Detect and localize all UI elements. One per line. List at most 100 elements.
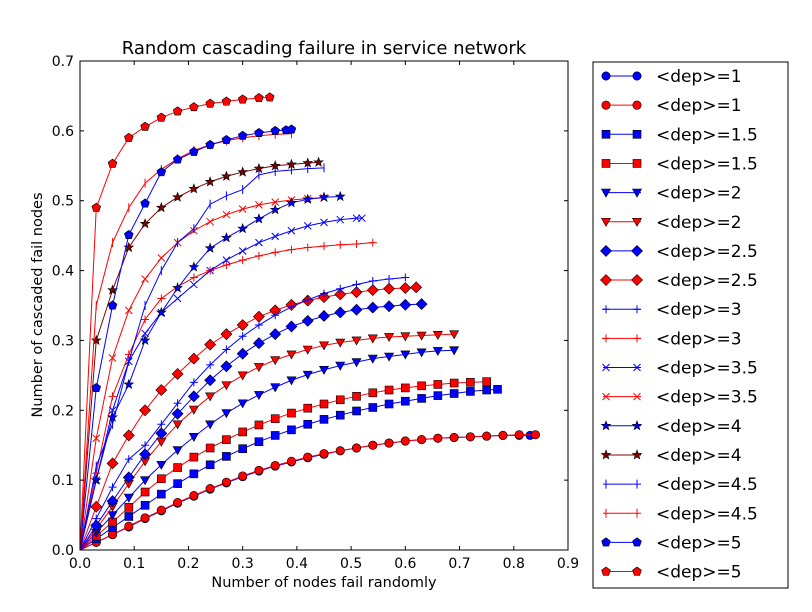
- data-point: [415, 298, 428, 311]
- data-point: [286, 350, 297, 360]
- legend-label: <dep>=2.5: [656, 242, 758, 262]
- data-point: [122, 429, 135, 442]
- legend-label: <dep>=3.5: [656, 359, 758, 379]
- data-point: [222, 260, 231, 269]
- legend-marker: [602, 305, 610, 314]
- data-point: [206, 360, 215, 369]
- data-point: [352, 406, 361, 416]
- data-point: [92, 434, 101, 443]
- data-point: [432, 347, 443, 357]
- data-point: [265, 92, 275, 102]
- data-point: [236, 319, 249, 331]
- data-point: [222, 256, 231, 264]
- legend-entry: <dep>=1.5: [601, 125, 758, 145]
- data-point: [188, 405, 199, 415]
- data-point: [285, 320, 298, 333]
- data-point: [320, 218, 328, 227]
- data-point: [271, 311, 280, 320]
- data-point: [313, 156, 324, 167]
- data-point: [189, 469, 199, 479]
- data-point: [139, 404, 151, 417]
- legend-label: <dep>=3.5: [656, 388, 758, 408]
- chart-title: Random cascading failure in service netw…: [122, 38, 527, 59]
- data-point: [237, 130, 248, 140]
- data-point: [188, 183, 200, 194]
- legend: <dep>=1 <dep>=1 <dep>=1.5 <dep>=1.5 <dep>=2 <…: [592, 61, 789, 589]
- data-point: [351, 336, 362, 346]
- y-tick-label: 0.7: [52, 54, 74, 70]
- data-point: [253, 391, 264, 401]
- data-point: [221, 134, 232, 144]
- legend-entry: <dep>=5: [601, 563, 742, 583]
- data-point: [205, 443, 215, 453]
- data-point: [287, 425, 296, 435]
- data-point: [399, 282, 412, 294]
- legend-marker: [632, 159, 642, 168]
- legend-entry: <dep>=3: [602, 329, 742, 349]
- data-point: [124, 521, 134, 531]
- data-point: [254, 93, 264, 103]
- data-point: [238, 256, 247, 265]
- data-point: [139, 334, 151, 346]
- data-point: [222, 210, 231, 219]
- data-point: [238, 332, 247, 341]
- data-point: [237, 222, 249, 234]
- series-13: [79, 190, 346, 551]
- data-point: [482, 385, 491, 395]
- legend-marker: [631, 217, 643, 227]
- data-point: [302, 370, 313, 380]
- legend-marker: [631, 449, 643, 460]
- data-point: [172, 191, 183, 202]
- data-point: [410, 281, 423, 294]
- legend-entry: <dep>=1: [601, 67, 742, 87]
- series-6: [79, 330, 460, 551]
- legend-entry: <dep>=3.5: [602, 388, 758, 408]
- legend-marker: [600, 244, 612, 257]
- series-8: [79, 281, 423, 551]
- y-tick-label: 0.1: [52, 473, 74, 489]
- data-point: [238, 471, 248, 481]
- data-point: [432, 331, 443, 340]
- legend-marker: [631, 188, 643, 198]
- data-point: [205, 420, 216, 430]
- data-point: [270, 356, 281, 366]
- data-point: [108, 354, 117, 362]
- legend-marker: [601, 71, 611, 81]
- legend-entry: <dep>=2.5: [600, 271, 758, 291]
- legend-marker: [601, 566, 611, 576]
- data-point: [417, 381, 426, 391]
- series-line: [79, 286, 417, 551]
- legend-label: <dep>=4: [656, 417, 742, 437]
- data-point: [449, 346, 460, 356]
- data-point: [318, 310, 330, 322]
- data-point: [106, 495, 119, 508]
- legend-marker: [632, 130, 642, 139]
- data-point: [384, 352, 395, 362]
- legend-label: <dep>=2: [656, 213, 742, 233]
- data-point: [466, 378, 475, 387]
- data-point: [351, 358, 362, 368]
- data-point: [205, 139, 215, 149]
- data-point: [172, 106, 183, 116]
- data-point: [139, 448, 151, 461]
- data-point: [367, 354, 378, 364]
- legend-label: <dep>=1: [656, 67, 742, 87]
- data-point: [155, 202, 167, 213]
- data-point: [498, 430, 508, 440]
- data-point: [173, 479, 182, 488]
- data-point: [368, 277, 377, 286]
- data-point: [303, 403, 313, 413]
- data-point: [204, 374, 217, 387]
- data-point: [335, 361, 346, 371]
- data-point: [189, 102, 199, 112]
- data-point: [205, 392, 216, 402]
- data-point: [254, 420, 264, 430]
- data-point: [173, 497, 183, 507]
- data-point: [401, 383, 410, 393]
- data-point: [205, 460, 215, 470]
- data-point: [335, 395, 345, 405]
- x-tick-label: 0.1: [123, 556, 145, 572]
- series-line: [79, 381, 487, 551]
- data-point: [383, 300, 395, 313]
